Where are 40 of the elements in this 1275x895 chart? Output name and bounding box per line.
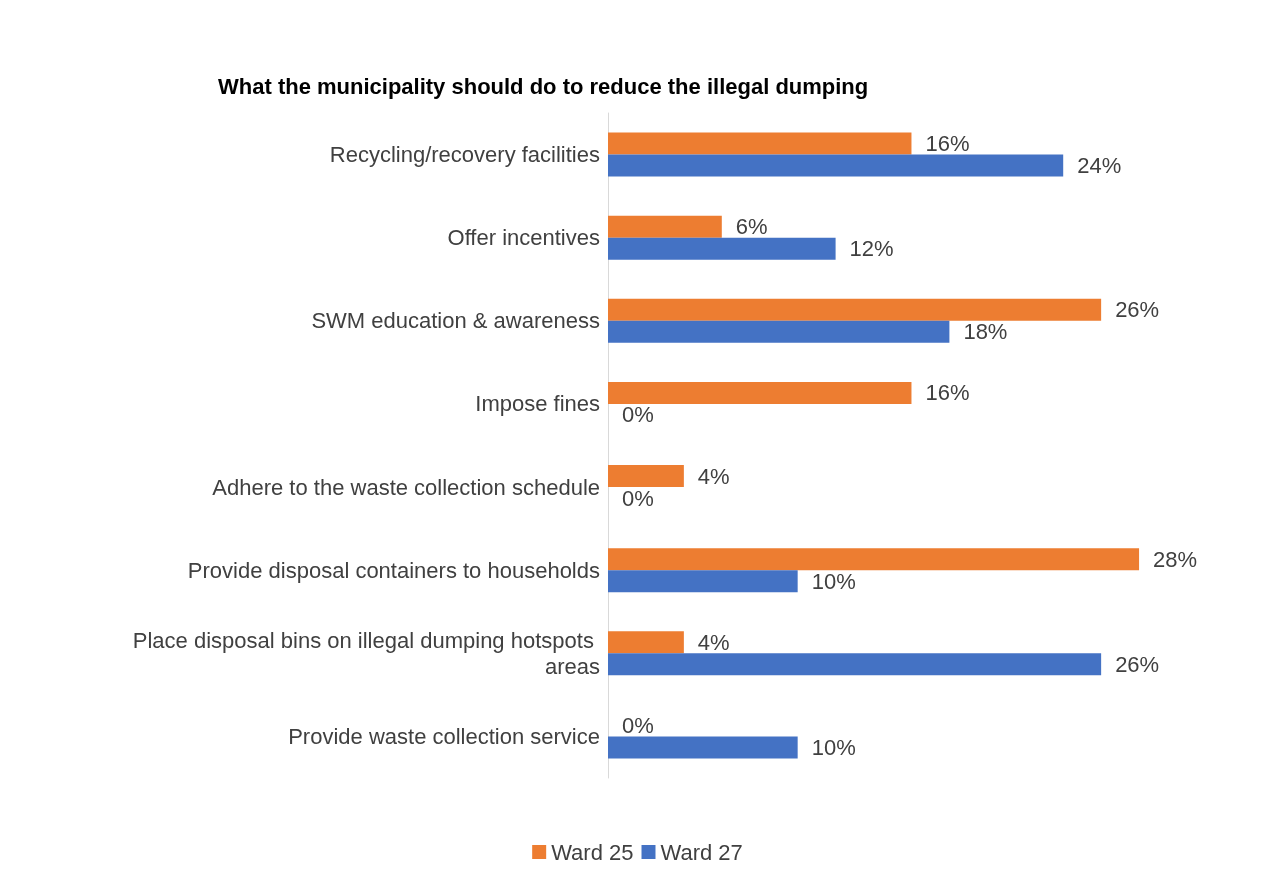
- data-label: 10%: [811, 568, 856, 594]
- y-tick-label: SWM education & awareness: [311, 308, 600, 334]
- bar: [608, 653, 1102, 676]
- bar: [608, 381, 912, 404]
- legend-label: Ward 25: [551, 839, 634, 865]
- bar: [608, 298, 1102, 321]
- chart-title: What the municipality should do to reduce the illegal dumping: [218, 73, 869, 99]
- bar: [608, 320, 950, 343]
- y-tick-label: Place disposal bins on illegal dumping hotspots areas: [132, 627, 600, 679]
- data-label: 6%: [735, 214, 768, 240]
- bar: [608, 215, 722, 238]
- data-label: 4%: [697, 629, 730, 655]
- y-tick-label: Offer incentives: [447, 225, 600, 251]
- data-label: 12%: [849, 236, 894, 262]
- data-label: 28%: [1153, 546, 1198, 572]
- data-label: 26%: [1115, 297, 1160, 323]
- data-label: 24%: [1077, 153, 1122, 179]
- data-label: 16%: [925, 380, 970, 406]
- y-tick-label: Adhere to the waste collection schedule: [212, 474, 600, 500]
- data-label: 16%: [925, 131, 970, 157]
- bar: [608, 736, 798, 759]
- bar: [608, 237, 836, 260]
- bar: [608, 465, 684, 488]
- bar: [608, 548, 1140, 571]
- data-label: 0%: [622, 402, 654, 428]
- y-tick-label: Provide waste collection service: [288, 723, 600, 749]
- data-label: 0%: [622, 485, 654, 511]
- bar: [608, 154, 1064, 177]
- data-label: 18%: [963, 319, 1008, 345]
- bar: [608, 631, 684, 654]
- y-tick-label: Recycling/recovery facilities: [329, 142, 600, 168]
- data-label: 26%: [1115, 651, 1160, 677]
- legend-label: Ward 27: [660, 839, 743, 865]
- bar: [608, 132, 912, 155]
- data-label: 0%: [622, 712, 654, 738]
- bar: [608, 570, 798, 593]
- y-tick-label: Provide disposal containers to households: [187, 557, 600, 583]
- data-label: 10%: [811, 734, 856, 760]
- data-label: 4%: [697, 463, 730, 489]
- y-tick-label: Impose fines: [475, 391, 600, 417]
